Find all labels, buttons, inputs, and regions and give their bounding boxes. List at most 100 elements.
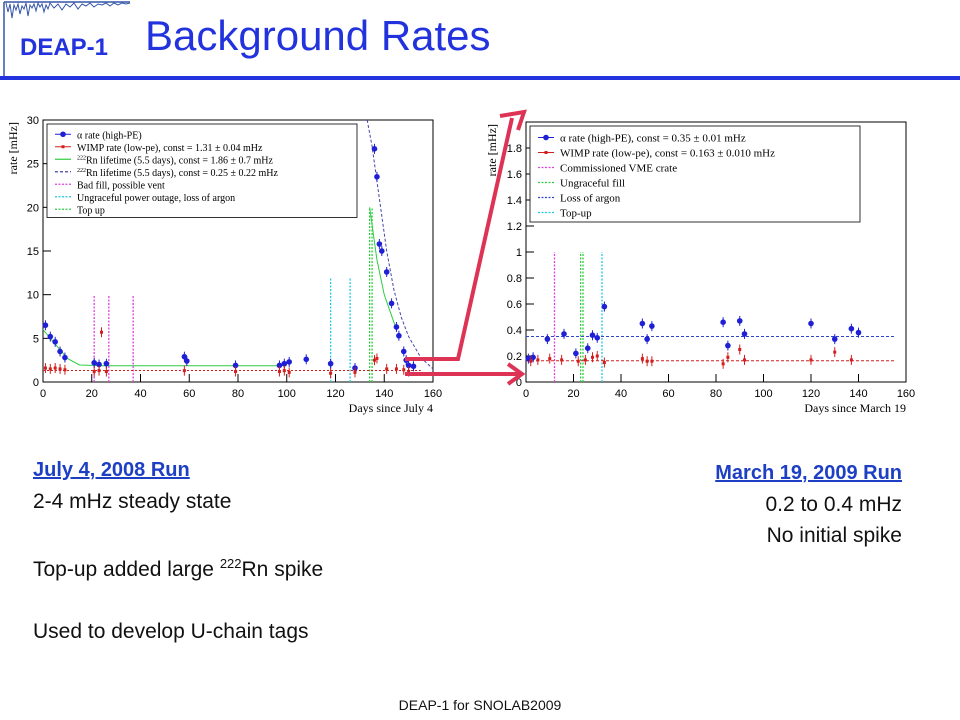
footer: DEAP-1 for SNOLAB2009: [398, 697, 562, 713]
legend-entry-text: Top-up: [560, 208, 592, 220]
data-point-wimp: [809, 358, 813, 362]
legend-entry: Commissioned VME crate: [560, 163, 677, 175]
legend-entry-text: α rate (high-PE), const = 0.35 ± 0.01 mH…: [560, 133, 746, 145]
legend-entry: Ungraceful fill: [560, 178, 625, 190]
legend-entry: Top-up: [560, 208, 592, 220]
data-point-alpha: [725, 342, 731, 349]
y-tick-label: 0: [33, 377, 39, 389]
y-tick-label: 10: [27, 290, 39, 302]
data-point-wimp: [353, 370, 357, 374]
data-point-wimp: [650, 359, 654, 363]
y-tick-label: 1.2: [507, 221, 522, 233]
legend-entry: Loss of argon: [560, 193, 621, 205]
legend-entry-sup: 222: [77, 168, 86, 174]
data-point-alpha: [184, 358, 190, 364]
data-point-alpha: [379, 248, 385, 254]
y-axis-label: rate [mHz]: [6, 122, 20, 174]
data-point-alpha: [276, 362, 283, 369]
data-point-wimp: [48, 367, 52, 371]
data-point-wimp: [385, 367, 389, 371]
data-point-wimp: [833, 350, 837, 354]
data-point-wimp: [583, 358, 587, 362]
legend-entry-text: Ungraceful fill: [560, 178, 625, 190]
data-point-wimp: [738, 348, 742, 351]
x-tick-label: 40: [134, 388, 146, 400]
legend-entry-text: α rate (high-PE): [77, 130, 142, 141]
notes-right: March 19, 2009 Run 0.2 to 0.4 mHz No ini…: [715, 458, 902, 551]
data-point-wimp: [849, 358, 853, 362]
y-axis-label: rate [mHz]: [485, 124, 499, 176]
legend-entry-text: Rn lifetime (5.5 days), const = 0.25 ± 0…: [86, 168, 278, 179]
data-point-alpha: [530, 354, 536, 361]
data-point-alpha: [383, 269, 390, 275]
y-tick-label: 30: [27, 115, 39, 127]
data-point-wimp: [104, 370, 108, 374]
run-link-march[interactable]: March 19, 2009 Run: [715, 462, 902, 484]
data-point-wimp: [100, 330, 103, 334]
data-point-wimp: [375, 356, 379, 360]
legend-entry-text: WIMP rate (low-pe), const = 0.163 ± 0.01…: [560, 148, 775, 160]
legend-entry: Ungraceful power outage, loss of argon: [77, 193, 235, 204]
data-point-alpha: [91, 359, 97, 366]
legend-box: [46, 123, 358, 218]
legend-entry-text: WIMP rate (low-pe), const = 1.31 ± 0.04 …: [77, 143, 263, 154]
data-point-wimp: [53, 366, 57, 370]
data-point-wimp: [402, 368, 406, 372]
chart-july-2008: 0 20 40 60 80 100 120 140 160 0 5 10 15 20 25 30 Days si…: [6, 115, 442, 415]
data-point-alpha: [594, 335, 601, 341]
chart-march-2009: 0 20 40 60 80 100 120 140 160 0 0.2 0.4 0.6 0.8 1 1.2 1.…: [485, 121, 915, 415]
x-tick-label: 160: [897, 388, 915, 400]
data-point-alpha: [639, 320, 646, 327]
x-tick-label: 160: [424, 388, 442, 400]
legend-entry-text: Commissioned VME crate: [560, 163, 677, 175]
legend-entry-text: Rn lifetime (5.5 days), const = 1.86 ± 0…: [86, 155, 273, 166]
x-tick-label: 100: [278, 388, 296, 400]
x-tick-label: 20: [567, 388, 579, 400]
legend-entry: 222Rn lifetime (5.5 days), const = 1.86 …: [77, 155, 273, 166]
data-point-alpha: [601, 303, 608, 310]
y-tick-label: 0.6: [507, 299, 522, 311]
data-point-wimp: [97, 369, 101, 373]
data-point-alpha: [584, 345, 591, 351]
data-point-alpha: [400, 348, 407, 355]
x-tick-label: 120: [802, 388, 820, 400]
data-point-wimp: [92, 370, 96, 374]
note-topup-post: Rn spike: [241, 558, 324, 581]
data-point-wimp: [595, 354, 599, 358]
run-link-july[interactable]: July 4, 2008 Run: [33, 459, 190, 481]
data-point-alpha: [405, 362, 412, 369]
data-point-wimp: [721, 362, 725, 366]
data-point-alpha: [736, 318, 743, 324]
legend-entry: 222Rn lifetime (5.5 days), const = 0.25 …: [77, 168, 278, 179]
y-tick-label: 1: [516, 247, 522, 259]
y-tick-label: 0.4: [507, 325, 522, 337]
data-point-wimp: [329, 371, 333, 375]
data-point-alpha: [52, 339, 58, 345]
note-topup-pre: Top-up added large: [33, 558, 220, 581]
data-point-alpha: [831, 336, 838, 342]
y-tick-label: 1.8: [507, 143, 522, 155]
data-point-alpha: [573, 350, 579, 357]
data-point-alpha: [286, 359, 292, 365]
x-tick-label: 60: [183, 388, 195, 400]
data-point-wimp: [536, 358, 540, 362]
legend-box: [529, 125, 861, 223]
y-tick-label: 1.6: [507, 169, 522, 181]
x-tick-label: 60: [662, 388, 674, 400]
legend-entry: WIMP rate (low-pe), const = 1.31 ± 0.04 …: [77, 143, 263, 154]
data-point-alpha: [303, 356, 310, 363]
legend-entry-sup: 222: [77, 155, 86, 161]
data-point-alpha: [410, 363, 417, 370]
legend-entry-text: Loss of argon: [560, 193, 621, 205]
y-tick-label: 0: [516, 377, 522, 389]
legend-entry: α rate (high-PE): [77, 130, 142, 141]
data-point-alpha: [649, 323, 655, 329]
data-point-wimp: [407, 370, 411, 374]
data-point-wimp: [591, 355, 594, 359]
data-point-wimp: [743, 358, 746, 362]
data-point-alpha: [855, 329, 862, 336]
note-topup-sup: 222: [219, 556, 242, 571]
data-point-alpha: [388, 300, 395, 307]
data-point-wimp: [373, 358, 376, 362]
data-point-alpha: [848, 325, 855, 332]
